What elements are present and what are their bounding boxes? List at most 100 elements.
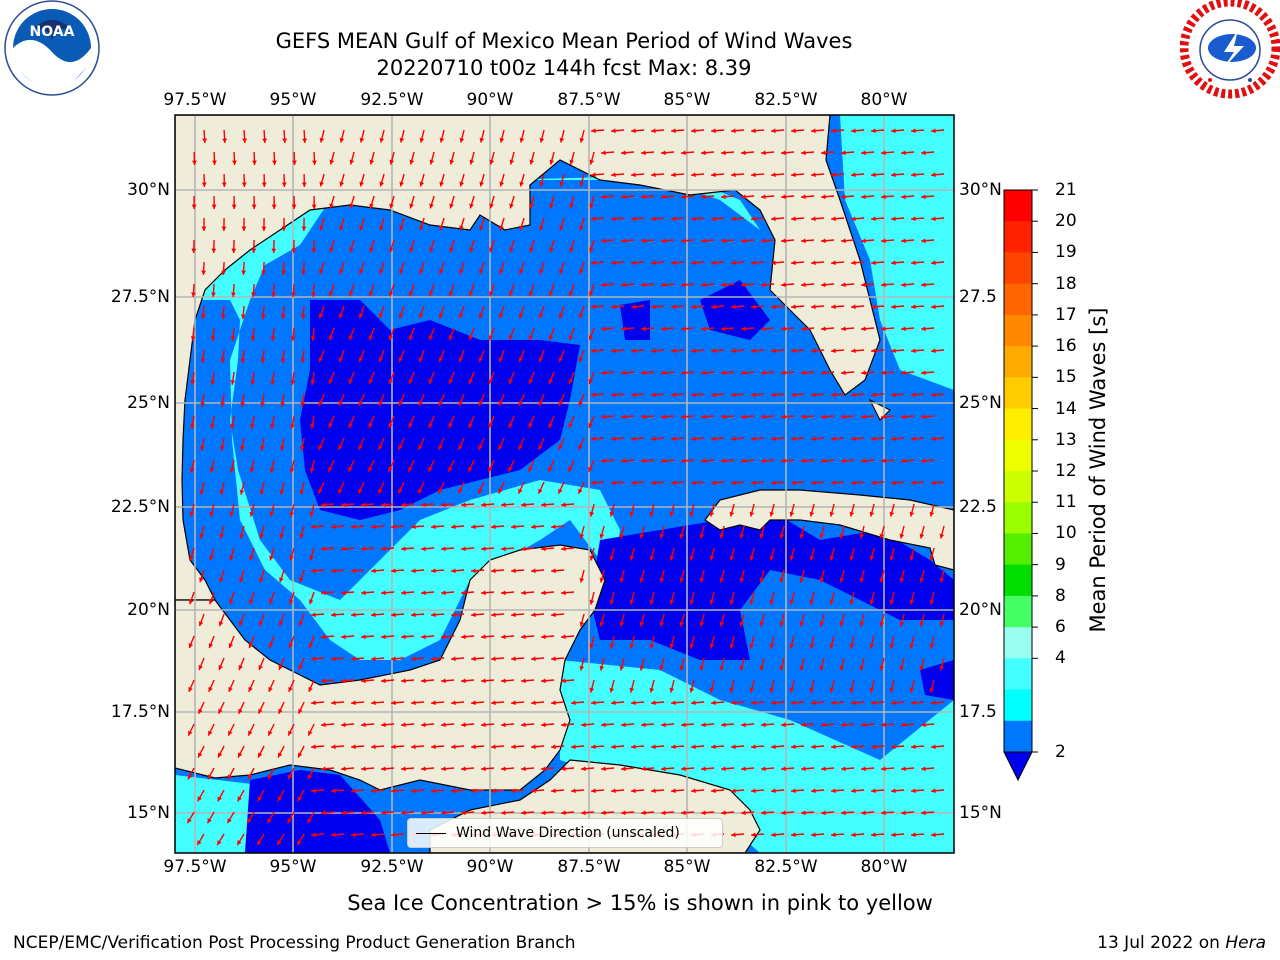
wave-arrow-head bbox=[559, 269, 564, 275]
wave-arrow-head bbox=[611, 216, 616, 222]
wave-arrow-head bbox=[661, 722, 666, 728]
wave-arrow-head bbox=[869, 511, 875, 517]
wave-arrow-head bbox=[379, 137, 385, 143]
wave-arrow-head bbox=[579, 665, 585, 671]
wave-arrow-head bbox=[208, 643, 214, 649]
wave-arrow-head bbox=[419, 269, 424, 275]
wave-arrow-head bbox=[588, 335, 594, 341]
wave-arrow-head bbox=[348, 422, 353, 428]
lon-tick-bottom-2: 92.5°W bbox=[360, 857, 424, 877]
wave-arrow-head bbox=[351, 744, 356, 750]
wave-arrow-head bbox=[751, 788, 756, 794]
wave-arrow-head bbox=[207, 818, 212, 824]
wave-arrow-head bbox=[649, 511, 655, 517]
wave-arrow-head bbox=[611, 788, 616, 794]
colorbar-label-4: 17 bbox=[1055, 304, 1077, 325]
wave-arrow-head bbox=[661, 370, 666, 376]
wave-arrow-head bbox=[659, 577, 665, 583]
deep-blue-central bbox=[300, 300, 580, 520]
wave-arrow-head bbox=[358, 488, 363, 494]
wave-arrow-head bbox=[228, 686, 233, 692]
wave-arrow-head bbox=[471, 700, 476, 706]
wave-arrow-head bbox=[341, 810, 346, 816]
cyan-band-caribbean bbox=[560, 660, 954, 853]
wave-arrow-head bbox=[351, 656, 356, 662]
wave-arrow-head bbox=[511, 524, 516, 530]
wave-arrow-head bbox=[351, 612, 356, 618]
wave-arrow-head bbox=[801, 370, 806, 376]
wave-arrow-head bbox=[210, 380, 216, 385]
wave-arrow-head bbox=[939, 621, 945, 627]
wave-arrow-head bbox=[331, 612, 336, 618]
wave-arrow-head bbox=[439, 269, 444, 275]
wave-arrow-head bbox=[681, 370, 686, 376]
wave-arrow-head bbox=[571, 700, 576, 706]
wave-arrow-head bbox=[771, 744, 776, 750]
wave-arrow-head bbox=[771, 348, 776, 354]
wave-arrow-head bbox=[719, 577, 725, 583]
wave-arrow-head bbox=[338, 488, 343, 494]
wave-arrow-head bbox=[199, 489, 205, 495]
wave-arrow-head bbox=[531, 700, 536, 706]
wave-arrow-head bbox=[709, 555, 715, 561]
wave-arrow-head bbox=[931, 832, 936, 838]
wave-arrow-head bbox=[521, 678, 526, 684]
wave-arrow-head bbox=[318, 313, 324, 319]
wave-arrow-head bbox=[779, 533, 785, 539]
wave-arrow-head bbox=[358, 357, 364, 363]
wave-arrow-head bbox=[669, 599, 675, 605]
wave-arrow-head bbox=[599, 665, 605, 671]
wave-arrow-head bbox=[851, 788, 856, 794]
wave-arrow-head bbox=[479, 181, 484, 187]
wave-arrow-head bbox=[368, 466, 373, 472]
wave-arrow-head bbox=[278, 752, 283, 758]
wave-arrow-head bbox=[751, 304, 756, 310]
wave-arrow-head bbox=[921, 458, 926, 464]
wave-arrow-head bbox=[839, 665, 845, 671]
wave-arrow-head bbox=[448, 379, 454, 385]
wave-arrow-head bbox=[821, 414, 826, 420]
wave-arrow-head bbox=[310, 336, 316, 341]
wave-arrow-head bbox=[368, 379, 374, 385]
wave-arrow-head bbox=[348, 379, 354, 385]
wave-arrow-head bbox=[471, 568, 476, 574]
colorbar-swatch-17 bbox=[1004, 720, 1032, 753]
wave-arrow-head bbox=[771, 260, 776, 266]
wave-arrow-head bbox=[839, 621, 845, 627]
wave-arrow-head bbox=[651, 700, 656, 706]
wave-arrow-head bbox=[521, 766, 526, 772]
wave-arrow-head bbox=[188, 599, 194, 605]
wave-arrow-head bbox=[831, 832, 836, 838]
wave-arrow-head bbox=[871, 260, 876, 266]
wave-arrow-head bbox=[681, 150, 686, 156]
wave-arrow-head bbox=[819, 621, 825, 627]
wave-arrow-head bbox=[491, 612, 496, 618]
wave-arrow-head bbox=[339, 137, 345, 143]
wave-arrow-head bbox=[719, 533, 725, 539]
wave-arrow-head bbox=[891, 304, 896, 310]
wave-arrow-head bbox=[260, 314, 266, 319]
wave-arrow-head bbox=[801, 458, 806, 464]
wave-arrow-head bbox=[641, 370, 646, 376]
wave-arrow-head bbox=[769, 555, 775, 561]
wave-arrow-head bbox=[458, 444, 463, 450]
wave-arrow-head bbox=[881, 766, 886, 772]
wave-arrow-head bbox=[831, 348, 836, 354]
wave-arrow-head bbox=[691, 260, 696, 266]
wave-arrow-head bbox=[861, 766, 866, 772]
wave-arrow-head bbox=[911, 436, 916, 442]
wave-arrow-head bbox=[398, 357, 404, 363]
wave-arrow-head bbox=[238, 752, 243, 758]
lon-tick-top-4: 87.5°W bbox=[557, 90, 621, 110]
wave-arrow-head bbox=[591, 480, 596, 486]
wave-arrow-head bbox=[468, 422, 473, 428]
wave-arrow-head bbox=[379, 269, 384, 275]
wave-arrow-head bbox=[279, 533, 284, 539]
wave-arrow-head bbox=[509, 203, 514, 209]
wave-arrow-head bbox=[911, 304, 916, 310]
wave-arrow-head bbox=[791, 744, 796, 750]
wave-arrow-head bbox=[841, 370, 846, 376]
wave-arrow-head bbox=[831, 436, 836, 442]
wave-arrow-head bbox=[851, 700, 856, 706]
wave-arrow-head bbox=[209, 555, 214, 561]
